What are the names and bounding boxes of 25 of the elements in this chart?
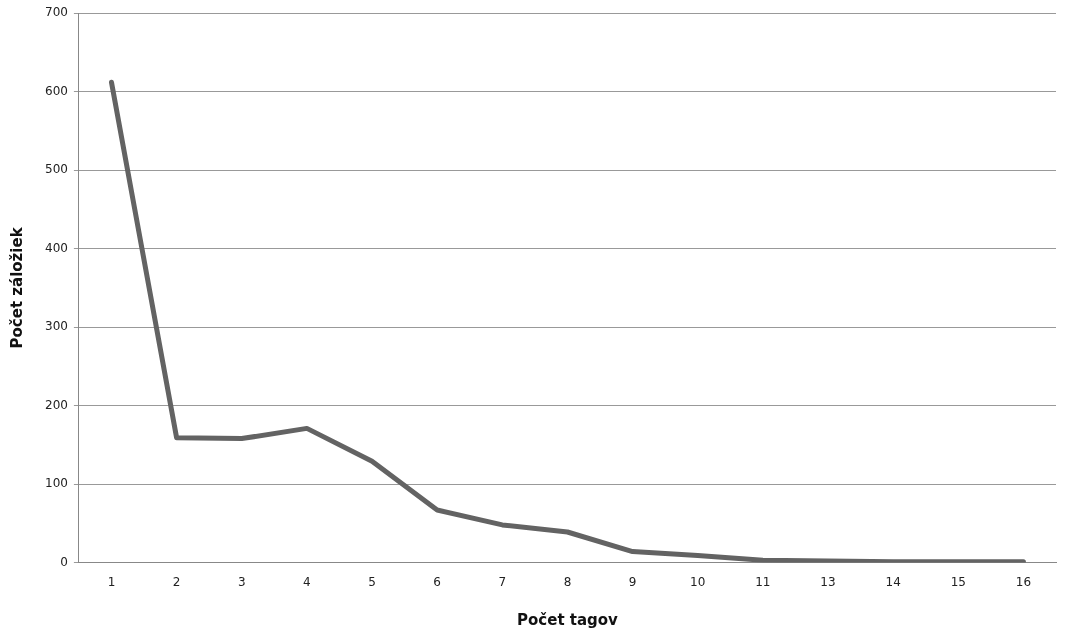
x-tick-label: 1 (107, 574, 116, 589)
y-axis-title: Počet záložiek (7, 226, 26, 349)
x-tick-label: 16 (1015, 574, 1032, 589)
y-tick-label: 100 (45, 476, 68, 491)
x-tick-label: 10 (690, 574, 706, 589)
y-tick-label: 500 (45, 162, 68, 177)
y-tick-label: 0 (60, 554, 68, 569)
x-tick-label: 4 (303, 574, 311, 589)
x-tick-label: 11 (755, 574, 771, 589)
y-tick-label: 700 (45, 5, 68, 20)
x-tick-label: 3 (237, 574, 246, 589)
x-tick-label: 13 (820, 574, 836, 589)
x-tick-label: 2 (172, 574, 181, 589)
y-tick-label: 600 (45, 83, 68, 98)
y-tick-label: 300 (45, 319, 68, 334)
x-tick-label: 9 (628, 574, 637, 589)
y-tick-label: 200 (45, 397, 68, 412)
x-tick-label: 7 (498, 574, 507, 589)
x-tick-label: 5 (368, 574, 376, 589)
x-tick-label: 15 (950, 574, 966, 589)
x-tick-label: 14 (885, 574, 901, 589)
x-tick-label: 8 (563, 574, 572, 589)
y-tick-label: 400 (45, 240, 68, 255)
x-axis-title: Počet tagov (517, 610, 619, 629)
x-tick-label: 6 (433, 574, 441, 589)
